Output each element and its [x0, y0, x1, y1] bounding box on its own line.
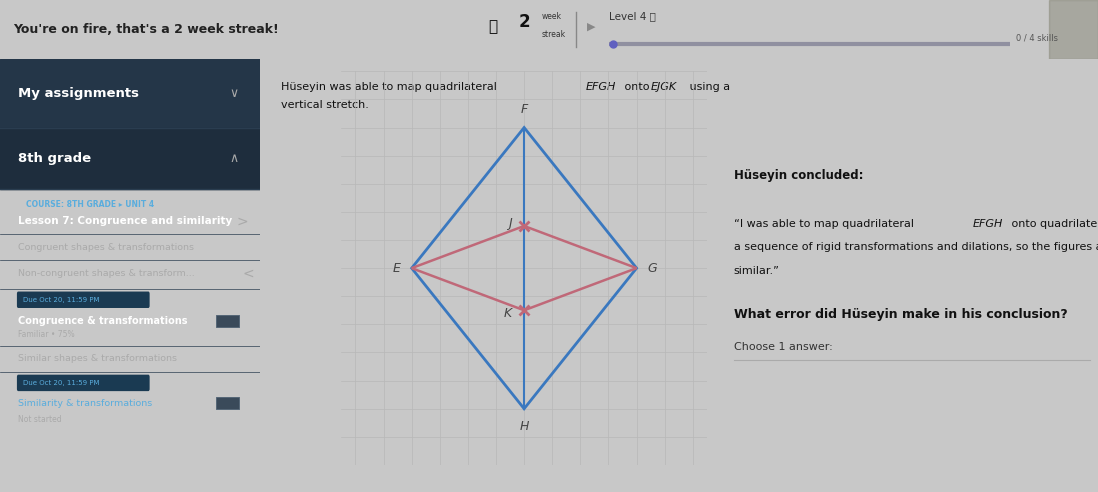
Text: My assignments: My assignments — [19, 87, 139, 100]
Text: vertical stretch.: vertical stretch. — [281, 99, 369, 110]
Text: EFGH: EFGH — [585, 82, 616, 92]
Text: Choose 1 answer:: Choose 1 answer: — [733, 342, 832, 352]
Text: H: H — [519, 420, 529, 433]
Text: >: > — [237, 215, 248, 228]
Text: Due Oct 20, 11:59 PM: Due Oct 20, 11:59 PM — [23, 297, 100, 303]
Bar — [216, 315, 239, 327]
Text: COURSE: 8TH GRADE ▸ UNIT 4: COURSE: 8TH GRADE ▸ UNIT 4 — [26, 200, 154, 209]
FancyBboxPatch shape — [16, 292, 149, 308]
Text: onto: onto — [621, 82, 653, 92]
Text: Similarity & transformations: Similarity & transformations — [19, 399, 153, 408]
Text: J: J — [507, 216, 512, 230]
Bar — [1049, 0, 1098, 59]
Text: Lesson 7: Congruence and similarity: Lesson 7: Congruence and similarity — [19, 216, 233, 226]
Text: EJGK: EJGK — [651, 82, 676, 92]
Text: Hüseyin was able to map quadrilateral: Hüseyin was able to map quadrilateral — [281, 82, 501, 92]
Bar — [216, 397, 239, 409]
Text: 0 / 4 skills: 0 / 4 skills — [1016, 34, 1057, 43]
Text: E: E — [393, 262, 401, 275]
Text: streak: streak — [541, 30, 565, 39]
Text: 🔥: 🔥 — [489, 19, 497, 34]
Text: Congruence & transformations: Congruence & transformations — [19, 316, 188, 326]
FancyBboxPatch shape — [16, 375, 149, 391]
Text: You're on fire, that's a 2 week streak!: You're on fire, that's a 2 week streak! — [13, 23, 279, 36]
Text: What error did Hüseyin make in his conclusion?: What error did Hüseyin make in his concl… — [733, 308, 1067, 321]
Text: Non-congruent shapes & transform...: Non-congruent shapes & transform... — [19, 269, 195, 278]
Text: G: G — [648, 262, 658, 275]
Text: Level 4 ⓘ: Level 4 ⓘ — [609, 11, 657, 22]
Text: ∨: ∨ — [229, 87, 238, 100]
Text: 2: 2 — [518, 13, 530, 31]
Text: Not started: Not started — [19, 415, 61, 424]
Text: Due Oct 20, 11:59 PM: Due Oct 20, 11:59 PM — [23, 380, 100, 386]
Text: 8th grade: 8th grade — [19, 152, 91, 165]
Text: a sequence of rigid transformations and dilations, so the figures are: a sequence of rigid transformations and … — [733, 243, 1098, 252]
Text: similar.”: similar.” — [733, 266, 780, 276]
Text: Hüseyin concluded:: Hüseyin concluded: — [733, 169, 863, 183]
Text: ∧: ∧ — [229, 152, 238, 165]
Text: week: week — [541, 12, 561, 21]
Bar — [0, 128, 260, 189]
Text: “I was able to map quadrilateral: “I was able to map quadrilateral — [733, 218, 917, 229]
Text: using a: using a — [686, 82, 730, 92]
Text: K: K — [503, 307, 512, 320]
Text: F: F — [520, 103, 528, 116]
Text: EFGH: EFGH — [973, 218, 1002, 229]
Bar — [0, 59, 260, 128]
Text: Similar shapes & transformations: Similar shapes & transformations — [19, 354, 177, 363]
Text: onto quadrilateral: onto quadrilateral — [1008, 218, 1098, 229]
Text: <: < — [242, 266, 254, 280]
Text: ▶: ▶ — [587, 22, 596, 31]
Text: Familiar • 75%: Familiar • 75% — [19, 330, 75, 339]
Text: Congruent shapes & transformations: Congruent shapes & transformations — [19, 243, 194, 252]
